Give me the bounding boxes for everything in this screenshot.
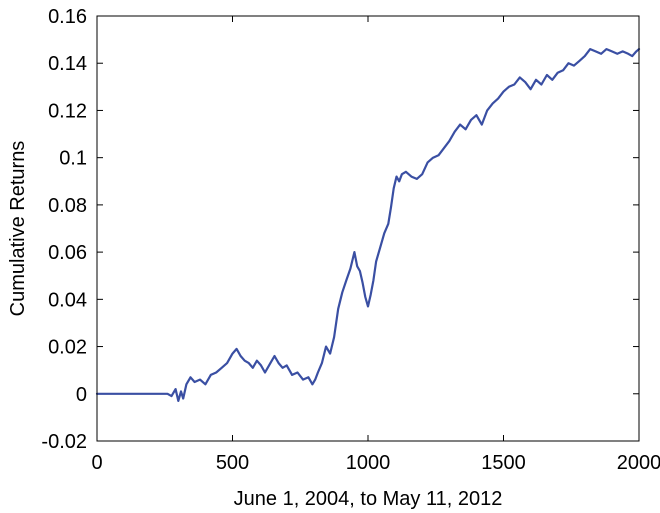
y-tick-label: 0.12 bbox=[48, 100, 87, 122]
x-tick-label: 1500 bbox=[481, 452, 526, 474]
y-tick-label: 0.06 bbox=[48, 242, 87, 264]
y-tick-label: 0.02 bbox=[48, 337, 87, 359]
y-tick-label: -0.02 bbox=[41, 431, 87, 453]
y-tick-label: 0 bbox=[76, 384, 87, 406]
x-axis-label: June 1, 2004, to May 11, 2012 bbox=[234, 488, 503, 510]
y-tick-label: 0.1 bbox=[59, 148, 87, 170]
y-tick-label: 0.08 bbox=[48, 195, 87, 217]
y-axis-label: Cumulative Returns bbox=[7, 141, 29, 317]
x-axis-ticks: 0 500 1000 1500 2000 bbox=[91, 16, 660, 474]
x-tick-label: 500 bbox=[216, 452, 249, 474]
y-tick-label: 0.14 bbox=[48, 53, 87, 75]
y-tick-label: 0.16 bbox=[48, 6, 87, 28]
y-axis-ticks: -0.02 0 0.02 0.04 0.06 0.08 0.1 0.12 0.14 0.16 bbox=[41, 6, 639, 453]
x-tick-label: 1000 bbox=[346, 452, 391, 474]
plot-frame bbox=[96, 15, 640, 442]
x-tick-label: 2000 bbox=[617, 452, 660, 474]
x-tick-label: 0 bbox=[91, 452, 102, 474]
series-line bbox=[95, 48, 641, 402]
y-tick-label: 0.04 bbox=[48, 289, 87, 311]
